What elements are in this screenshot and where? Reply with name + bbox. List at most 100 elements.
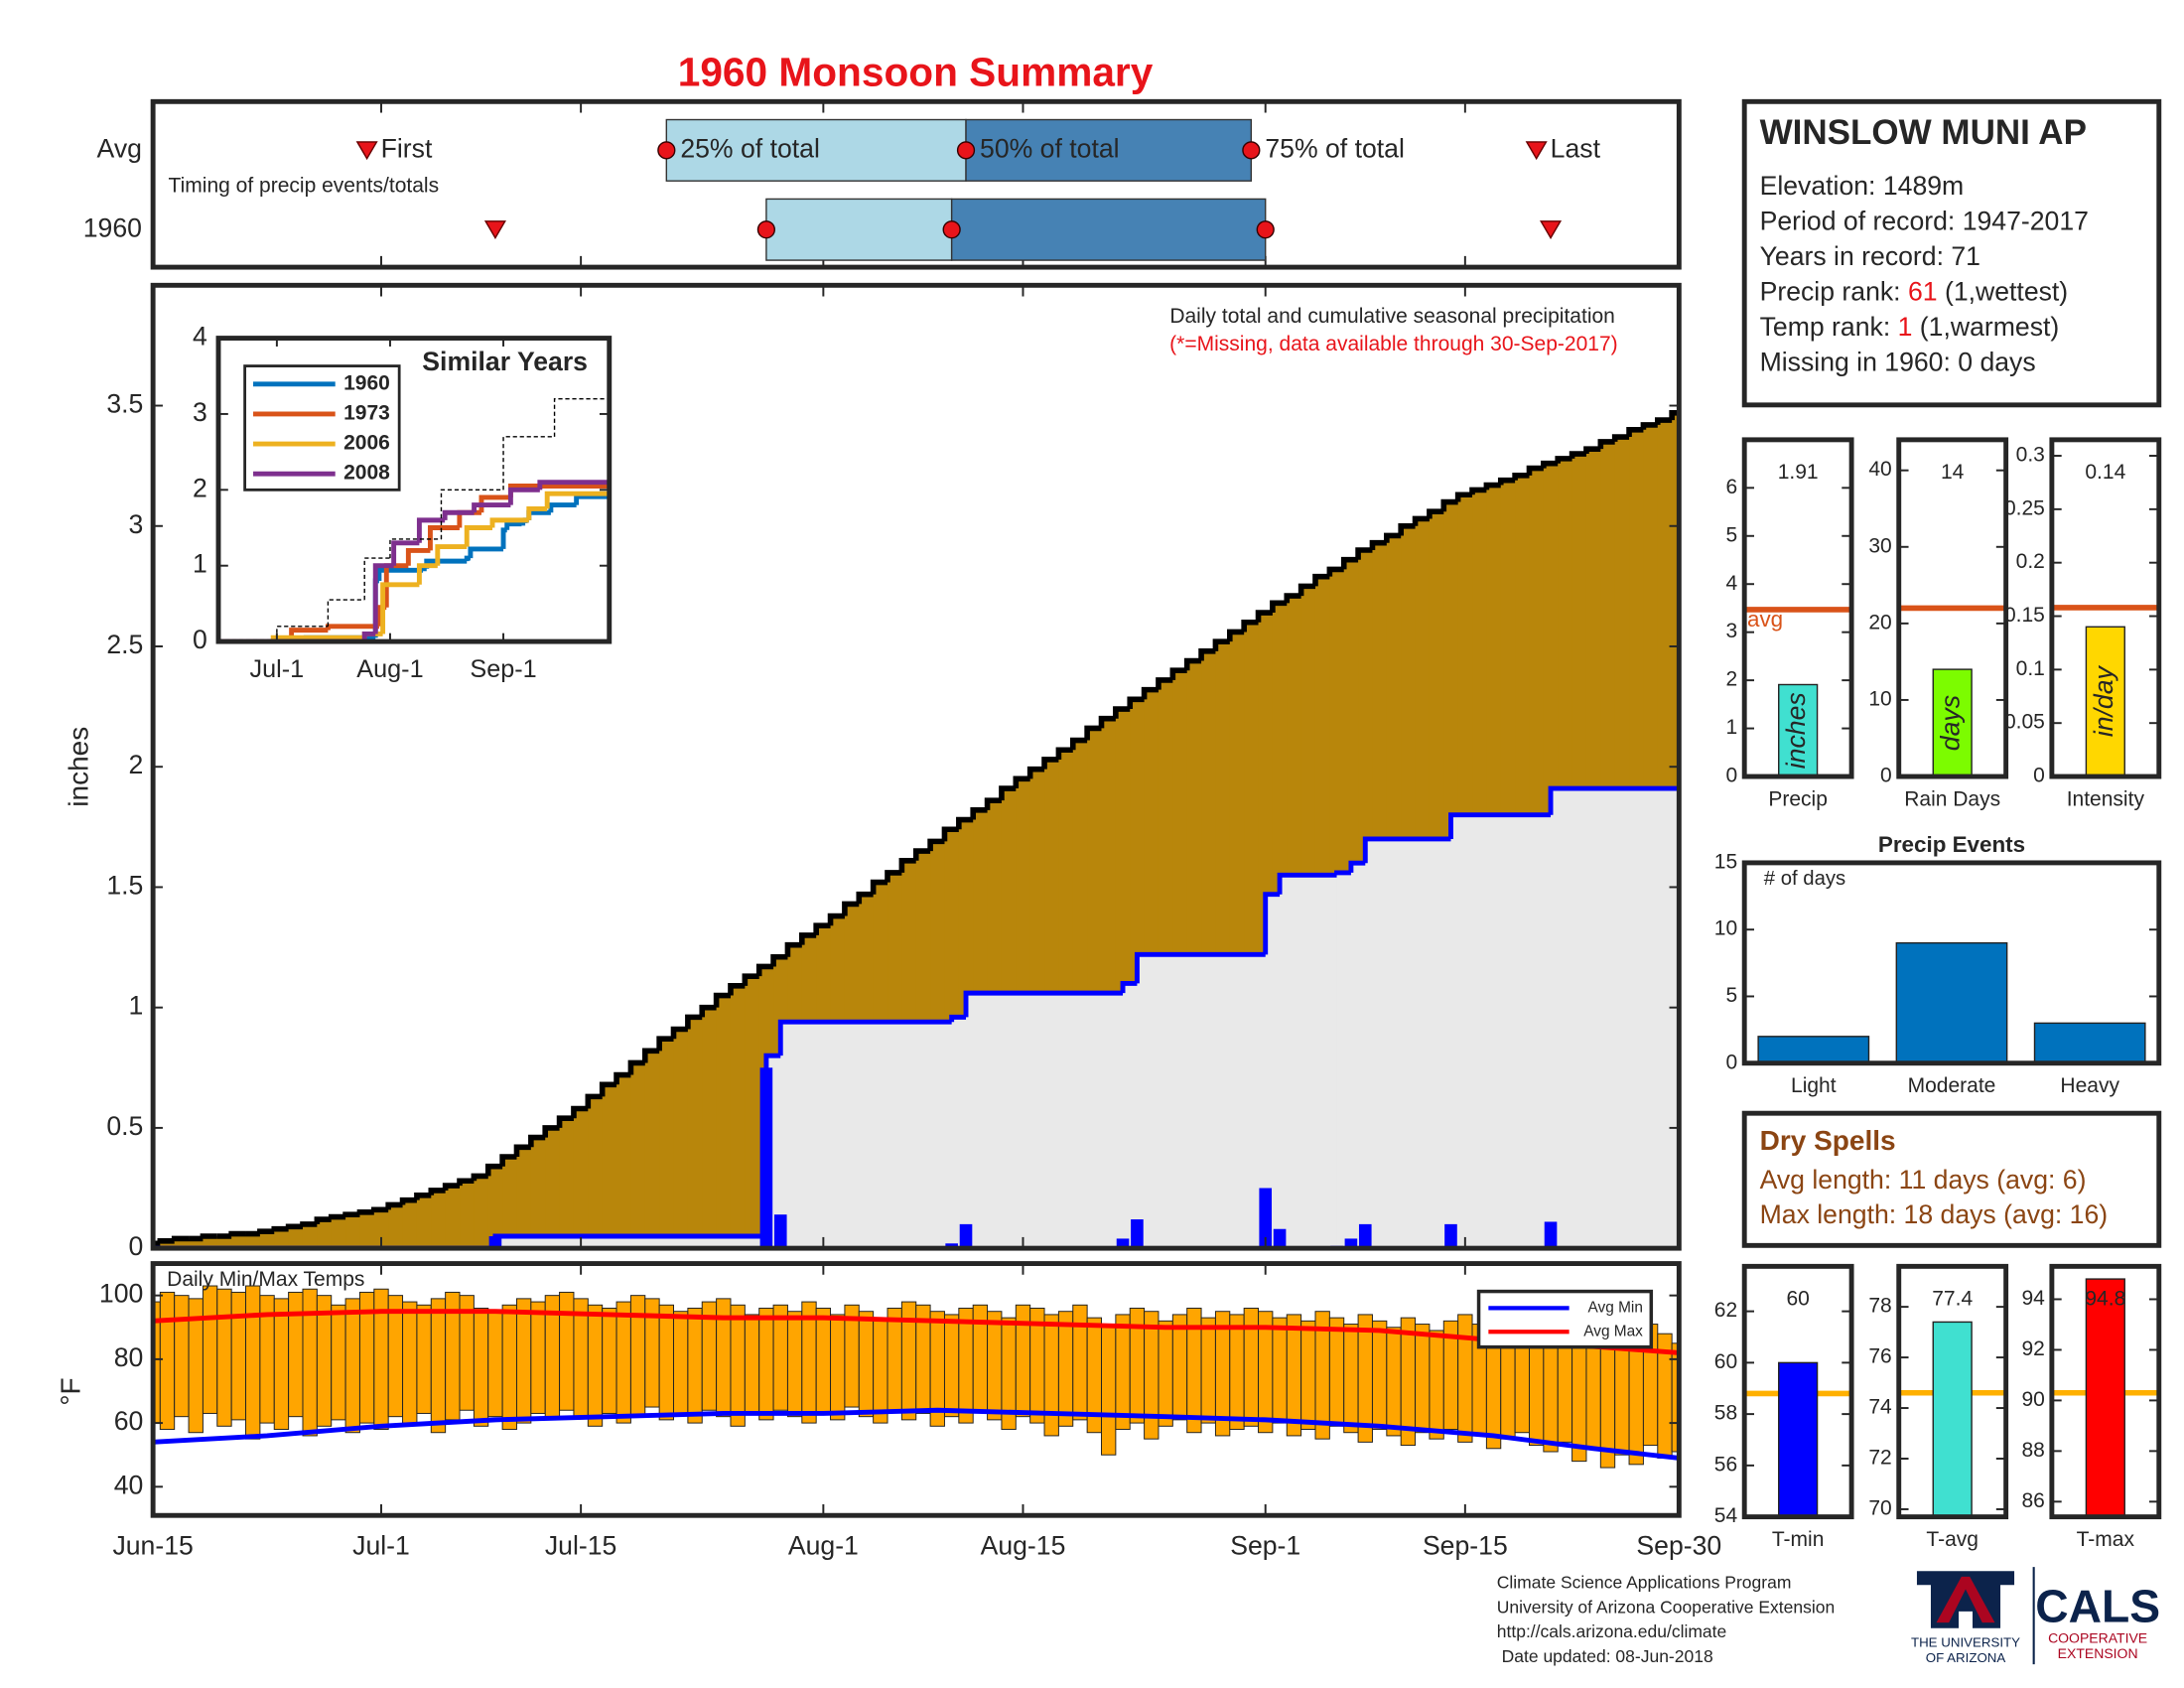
cumulative-fill — [780, 1022, 953, 1249]
series-step — [327, 599, 365, 627]
y-tick-label: 0 — [193, 625, 207, 654]
average-step — [1084, 725, 1102, 741]
row-label: Avg — [97, 133, 142, 163]
temp-range-bar — [1457, 1314, 1473, 1443]
y-tick-label: 60 — [1714, 1350, 1737, 1373]
temp-range-bar — [1115, 1314, 1131, 1431]
y-tick-label: 0.25 — [2004, 496, 2045, 519]
average-step — [414, 1192, 432, 1200]
average-step — [827, 913, 845, 926]
average-step — [856, 891, 874, 905]
y-tick-label: 4 — [193, 322, 207, 352]
temp-range-bar — [501, 1304, 517, 1431]
station-line: Precip rank: 61 (1,wettest) — [1760, 277, 2069, 307]
series-step — [405, 547, 431, 566]
temp-range-bar — [245, 1285, 261, 1440]
series-step — [518, 520, 526, 526]
average-step — [728, 983, 746, 996]
y-tick-label: 2 — [1725, 668, 1737, 691]
series-step — [363, 557, 390, 601]
average-step — [1198, 648, 1216, 661]
series-step — [435, 544, 468, 566]
daily-bar — [1544, 1221, 1558, 1249]
y-tick-label: 2 — [193, 473, 207, 502]
plot-frame — [1741, 437, 1854, 779]
bar — [1757, 1036, 1870, 1064]
temp-range-bar — [559, 1291, 575, 1411]
average-step — [627, 1059, 645, 1075]
average-step — [228, 1230, 246, 1237]
average-column — [331, 1216, 346, 1249]
y-axis-label: °F — [55, 1377, 85, 1405]
average-step — [271, 1225, 289, 1232]
temp-range-bar — [887, 1308, 902, 1411]
average-step — [1226, 629, 1245, 642]
average-column — [160, 1240, 176, 1249]
average-column — [359, 1211, 375, 1249]
average-step — [585, 1093, 603, 1109]
y-tick-label: 0 — [1725, 765, 1737, 787]
average-step — [670, 1026, 688, 1040]
series-step — [416, 563, 438, 585]
average-step — [842, 901, 860, 916]
y-tick-label: 20 — [1868, 611, 1891, 633]
y-tick-label: 86 — [2021, 1489, 2044, 1512]
legend-label: 2006 — [343, 432, 390, 455]
average-step — [956, 816, 974, 830]
average-step — [556, 1115, 574, 1128]
average-column — [216, 1236, 232, 1249]
average-step — [314, 1216, 332, 1224]
y-tick-label: 40 — [1868, 458, 1891, 481]
university-name: THE UNIVERSITY — [1911, 1635, 2020, 1650]
average-step — [371, 1206, 389, 1213]
y-tick-label: 30 — [1868, 534, 1891, 557]
average-column — [345, 1214, 361, 1249]
plot-frame — [1896, 1263, 2009, 1520]
average-step — [285, 1223, 303, 1230]
y-tick-label: 70 — [1868, 1497, 1891, 1520]
average-step — [157, 1238, 175, 1244]
average-step — [699, 1004, 717, 1018]
plot-frame — [150, 1261, 1682, 1518]
average-step — [1440, 498, 1458, 512]
average-step — [571, 1105, 589, 1119]
y-tick-label: 78 — [1868, 1295, 1891, 1318]
y-tick-label: 10 — [1714, 917, 1737, 940]
series-step — [440, 489, 504, 539]
y-tick-label: 60 — [114, 1406, 144, 1436]
percent-marker — [1256, 220, 1275, 239]
plot-area — [153, 410, 1680, 1249]
average-step — [1156, 677, 1173, 690]
cumulative-fill — [494, 1236, 767, 1249]
daily-bar — [1358, 1223, 1372, 1249]
station-line: Temp rank: 1 (1,warmest) — [1760, 312, 2060, 342]
average-step — [1640, 422, 1658, 430]
temp-range-bar — [744, 1314, 760, 1414]
marker-label: 50% of total — [980, 133, 1120, 163]
average-step — [755, 963, 774, 977]
average-column — [559, 1118, 575, 1249]
temp-range-bar — [1328, 1317, 1345, 1427]
average-step — [300, 1221, 318, 1227]
y-tick-label: 1 — [129, 991, 144, 1021]
temp-range-bar — [615, 1301, 631, 1424]
temp-range-bar — [1485, 1333, 1502, 1450]
temp-range-bar — [602, 1308, 617, 1414]
y-tick-label: 0.2 — [2016, 550, 2045, 573]
average-step — [457, 1178, 475, 1187]
average-step — [171, 1235, 190, 1242]
cumulative-fill — [951, 1017, 967, 1249]
average-column — [745, 976, 760, 1249]
cumulative-step — [1134, 951, 1266, 984]
temp-range-bar — [515, 1298, 532, 1424]
average-column — [716, 995, 732, 1249]
category-label: Rain Days — [1904, 787, 2000, 810]
cumulative-step — [1448, 812, 1552, 839]
series-step — [468, 546, 504, 559]
average-column — [431, 1190, 447, 1249]
cumulative-step — [963, 990, 1124, 1018]
y-tick-label: 80 — [114, 1342, 144, 1372]
average-step — [784, 941, 802, 957]
percent-marker — [956, 141, 976, 160]
